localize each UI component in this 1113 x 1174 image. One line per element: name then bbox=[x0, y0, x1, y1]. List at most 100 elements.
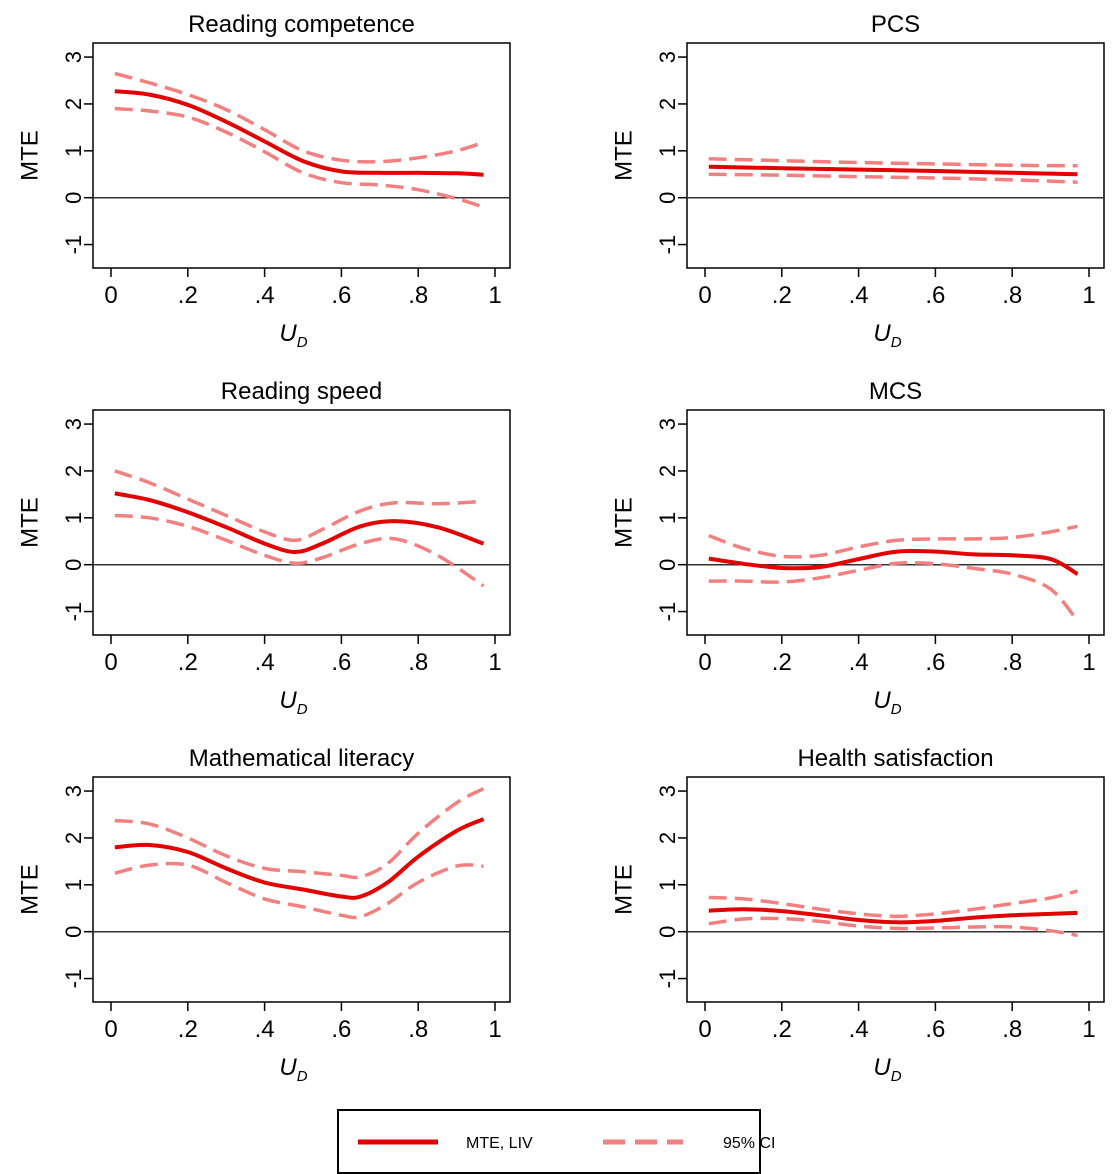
x-tick-label: .4 bbox=[849, 649, 869, 676]
ci-upper-line bbox=[708, 889, 1078, 918]
x-tick-label: .6 bbox=[331, 649, 351, 676]
x-tick-label: .6 bbox=[925, 1016, 945, 1043]
x-tick-label: 0 bbox=[698, 649, 711, 676]
y-tick-label: -1 bbox=[61, 969, 86, 989]
y-tick-label: 0 bbox=[655, 192, 680, 204]
x-tick-label: .2 bbox=[772, 649, 792, 676]
y-axis-label: MTE bbox=[16, 864, 43, 915]
plot-frame bbox=[92, 42, 511, 269]
y-axis-label: MTE bbox=[610, 864, 637, 915]
chart-title: Reading speed bbox=[221, 378, 382, 405]
y-tick-label: 2 bbox=[655, 832, 680, 844]
y-tick-label: -1 bbox=[655, 235, 680, 255]
y-tick-label: 0 bbox=[61, 192, 86, 204]
y-axis-label: MTE bbox=[16, 130, 43, 181]
x-tick-label: .4 bbox=[849, 282, 869, 309]
x-tick-label: 1 bbox=[488, 1016, 501, 1043]
y-tick-label: 2 bbox=[655, 98, 680, 110]
plot-frame bbox=[92, 776, 511, 1003]
y-tick-label: 1 bbox=[61, 145, 86, 157]
x-tick-label: .4 bbox=[255, 282, 275, 309]
mte-line bbox=[114, 817, 485, 900]
x-tick-label: 1 bbox=[1082, 282, 1095, 309]
y-axis-label: MTE bbox=[610, 497, 637, 548]
x-tick-label: .8 bbox=[408, 1016, 428, 1043]
x-tick-label: .8 bbox=[408, 282, 428, 309]
x-tick-label: .8 bbox=[408, 649, 428, 676]
chart-panel: MCS -1 0 1 2 3 MTE 0 .2 .4 .6 .8 1 UD bbox=[610, 378, 1105, 718]
chart-panel: Health satisfaction -1 0 1 2 3 MTE 0 .2 .4 .6 .8 1 UD bbox=[610, 745, 1105, 1085]
x-tick-label: .8 bbox=[1002, 1016, 1022, 1043]
mte-line bbox=[708, 164, 1078, 177]
y-tick-label: 2 bbox=[61, 98, 86, 110]
y-axis-label: MTE bbox=[610, 130, 637, 181]
y-tick-label: 2 bbox=[61, 832, 86, 844]
x-tick-label: .4 bbox=[849, 1016, 869, 1043]
x-tick-label: .4 bbox=[255, 649, 275, 676]
x-tick-label: .8 bbox=[1002, 649, 1022, 676]
ci-lower-line bbox=[708, 172, 1078, 184]
y-tick-label: 1 bbox=[61, 512, 86, 524]
legend: MTE, LIV 95% CI bbox=[337, 1109, 775, 1174]
y-tick-label: 3 bbox=[655, 785, 680, 797]
y-tick-label: 0 bbox=[655, 559, 680, 571]
y-tick-label: -1 bbox=[61, 235, 86, 255]
x-axis-label: UD bbox=[279, 687, 307, 718]
plot-frame bbox=[686, 776, 1105, 1003]
x-axis-label: UD bbox=[873, 1054, 901, 1085]
x-tick-label: .6 bbox=[925, 282, 945, 309]
y-tick-label: -1 bbox=[61, 602, 86, 622]
y-axis-label: MTE bbox=[16, 497, 43, 548]
ci-lower-line bbox=[708, 916, 1078, 938]
ci-upper-line bbox=[114, 787, 485, 880]
x-tick-label: .8 bbox=[1002, 282, 1022, 309]
ci-upper-line bbox=[708, 157, 1078, 168]
chart-title: MCS bbox=[869, 378, 922, 405]
x-tick-label: .2 bbox=[178, 649, 198, 676]
x-tick-label: 0 bbox=[104, 282, 117, 309]
ci-upper-line bbox=[114, 469, 484, 543]
mte-line bbox=[708, 548, 1079, 576]
chart-title: Health satisfaction bbox=[797, 745, 993, 772]
mte-line bbox=[114, 491, 485, 555]
y-tick-label: 1 bbox=[655, 512, 680, 524]
y-tick-label: 3 bbox=[655, 418, 680, 430]
y-tick-label: 0 bbox=[655, 926, 680, 938]
y-tick-label: 2 bbox=[61, 465, 86, 477]
x-tick-label: 1 bbox=[1082, 649, 1095, 676]
y-tick-label: 3 bbox=[655, 51, 680, 63]
x-tick-label: .2 bbox=[178, 282, 198, 309]
y-tick-label: -1 bbox=[655, 969, 680, 989]
x-axis-label: UD bbox=[279, 1054, 307, 1085]
plot-frame bbox=[686, 409, 1105, 636]
ci-upper-line bbox=[114, 71, 485, 164]
chart-panel: PCS -1 0 1 2 3 MTE 0 .2 .4 .6 .8 1 UD bbox=[610, 11, 1105, 351]
chart-title: PCS bbox=[871, 11, 920, 38]
y-tick-label: 3 bbox=[61, 51, 86, 63]
x-tick-label: 1 bbox=[488, 649, 501, 676]
ci-lower-line bbox=[114, 861, 484, 920]
x-tick-label: .2 bbox=[772, 1016, 792, 1043]
x-tick-label: .6 bbox=[331, 282, 351, 309]
y-tick-label: 3 bbox=[61, 785, 86, 797]
y-tick-label: -1 bbox=[655, 602, 680, 622]
x-axis-label: UD bbox=[279, 320, 307, 351]
x-axis-label: UD bbox=[873, 687, 901, 718]
y-tick-label: 0 bbox=[61, 559, 86, 571]
x-tick-label: .2 bbox=[772, 282, 792, 309]
x-tick-label: 0 bbox=[698, 282, 711, 309]
y-tick-label: 3 bbox=[61, 418, 86, 430]
chart-panel: Reading competence -1 0 1 2 3 MTE 0 .2 .4 .6 .8 1 UD bbox=[16, 11, 511, 351]
x-tick-label: 0 bbox=[104, 649, 117, 676]
ci-lower-line bbox=[114, 513, 485, 588]
y-tick-label: 2 bbox=[655, 465, 680, 477]
chart-title: Mathematical literacy bbox=[189, 745, 414, 772]
y-tick-label: 1 bbox=[655, 879, 680, 891]
chart-panel: Mathematical literacy -1 0 1 2 3 MTE 0 .2 .4 .6 .8 1… bbox=[16, 745, 511, 1085]
x-tick-label: 0 bbox=[698, 1016, 711, 1043]
x-tick-label: 0 bbox=[104, 1016, 117, 1043]
x-tick-label: .6 bbox=[925, 649, 945, 676]
x-tick-label: 1 bbox=[488, 282, 501, 309]
